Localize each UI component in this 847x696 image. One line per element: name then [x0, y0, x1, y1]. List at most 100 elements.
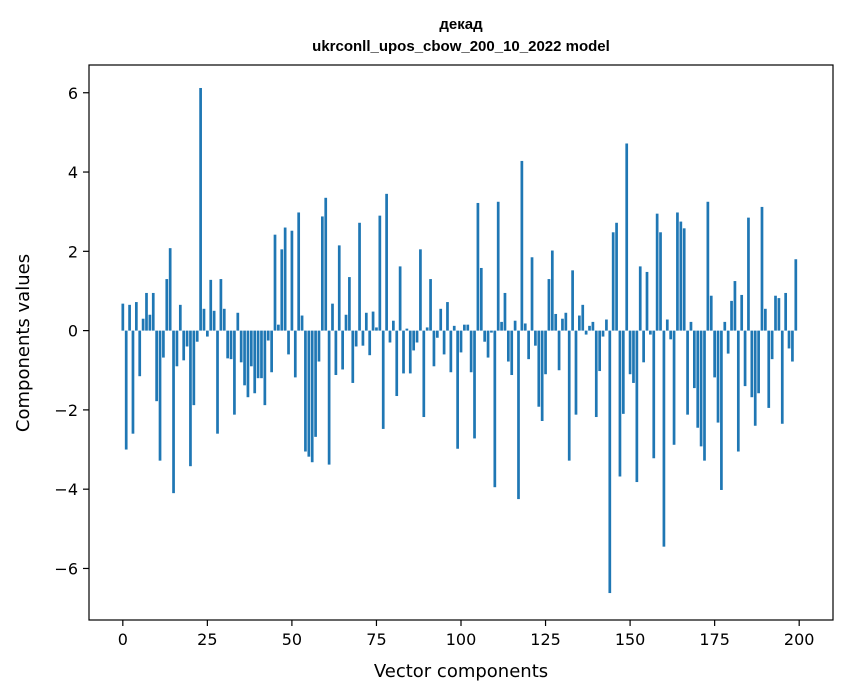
bar-27: [212, 310, 216, 331]
bar-15: [172, 330, 175, 494]
chart-title-line-2: ukrconll_upos_cbow_200_10_2022 model: [312, 38, 610, 55]
bar-115: [510, 330, 514, 376]
bar-124: [540, 330, 544, 421]
x-tick-label-150: 150: [615, 630, 646, 649]
bar-7: [145, 292, 148, 331]
bar-71: [361, 330, 365, 346]
bar-189: [760, 206, 764, 331]
bar-175: [713, 330, 716, 378]
bar-112: [500, 321, 503, 331]
bar-29: [219, 279, 223, 331]
bar-3: [131, 330, 135, 434]
bar-170: [696, 330, 700, 428]
bar-10: [155, 330, 158, 402]
bar-64: [337, 245, 341, 331]
bar-61: [327, 330, 331, 465]
bar-12: [162, 330, 165, 358]
bars-group: [121, 87, 798, 594]
bar-8: [148, 314, 152, 331]
bar-130: [561, 318, 564, 331]
bar-2: [128, 304, 131, 331]
bar-193: [774, 295, 777, 331]
bar-55: [307, 330, 311, 457]
bar-190: [764, 308, 767, 331]
bar-141: [598, 330, 602, 372]
bar-135: [578, 315, 581, 331]
bar-50: [290, 230, 294, 331]
y-tick-label--2: −2: [54, 401, 78, 420]
bar-78: [385, 193, 388, 331]
bar-121: [530, 257, 534, 331]
bar-70: [358, 222, 361, 331]
bar-110: [493, 330, 497, 488]
x-axis-label: Vector components: [374, 661, 548, 682]
bar-81: [395, 330, 399, 397]
bar-198: [791, 330, 794, 362]
bar-32: [229, 330, 233, 360]
bar-104: [473, 330, 476, 439]
bar-48: [283, 227, 287, 331]
bar-156: [649, 330, 652, 335]
bar-195: [780, 330, 784, 424]
bar-99: [456, 330, 459, 449]
bar-154: [642, 330, 645, 363]
bar-138: [588, 325, 591, 331]
bar-11: [158, 330, 162, 461]
bar-122: [534, 330, 537, 346]
bar-41: [260, 330, 263, 379]
bar-23: [199, 87, 202, 331]
bar-46: [277, 324, 280, 331]
bar-60: [324, 197, 328, 331]
bar-40: [256, 330, 260, 379]
bar-36: [243, 330, 246, 386]
bar-178: [723, 321, 727, 331]
bar-6: [141, 318, 145, 331]
y-tick-label-2: 2: [68, 242, 78, 261]
bar-118: [520, 160, 524, 331]
bar-155: [645, 271, 649, 331]
bar-1: [124, 330, 128, 450]
bar-100: [459, 330, 463, 353]
y-tick-label--6: −6: [54, 559, 78, 578]
bar-65: [341, 330, 344, 370]
bar-139: [591, 321, 595, 331]
bar-45: [273, 234, 277, 331]
bar-140: [594, 330, 598, 418]
x-tick-label-75: 75: [366, 630, 386, 649]
bar-31: [226, 330, 230, 359]
bar-148: [621, 330, 625, 414]
bar-56: [310, 330, 314, 463]
bar-74: [371, 311, 375, 331]
bar-145: [611, 232, 615, 331]
bar-76: [378, 215, 382, 331]
bar-149: [625, 143, 629, 331]
bar-88: [419, 249, 422, 331]
bar-169: [692, 330, 696, 389]
bar-69: [354, 330, 358, 347]
bar-38: [249, 330, 253, 367]
bar-120: [527, 330, 530, 360]
bar-114: [506, 330, 510, 362]
bar-127: [550, 250, 554, 331]
bar-20: [189, 330, 192, 467]
bar-106: [479, 267, 483, 331]
bar-90: [425, 327, 429, 331]
bar-144: [608, 330, 612, 594]
bar-44: [270, 330, 273, 373]
bar-91: [429, 279, 432, 331]
x-axis-ticks: 0 25 50 75 100 125 150 175 200: [118, 620, 814, 649]
bar-21: [192, 330, 196, 406]
bar-80: [392, 320, 395, 331]
bar-58: [317, 330, 321, 362]
bar-54: [304, 330, 307, 452]
bar-53: [300, 315, 304, 331]
bar-26: [209, 279, 213, 331]
bar-19: [185, 330, 189, 347]
bar-39: [253, 330, 257, 394]
bar-171: [699, 330, 703, 447]
bar-43: [266, 330, 270, 341]
bar-59: [320, 216, 324, 331]
bar-194: [777, 298, 781, 331]
x-tick-label-0: 0: [118, 630, 128, 649]
bar-105: [476, 202, 480, 331]
